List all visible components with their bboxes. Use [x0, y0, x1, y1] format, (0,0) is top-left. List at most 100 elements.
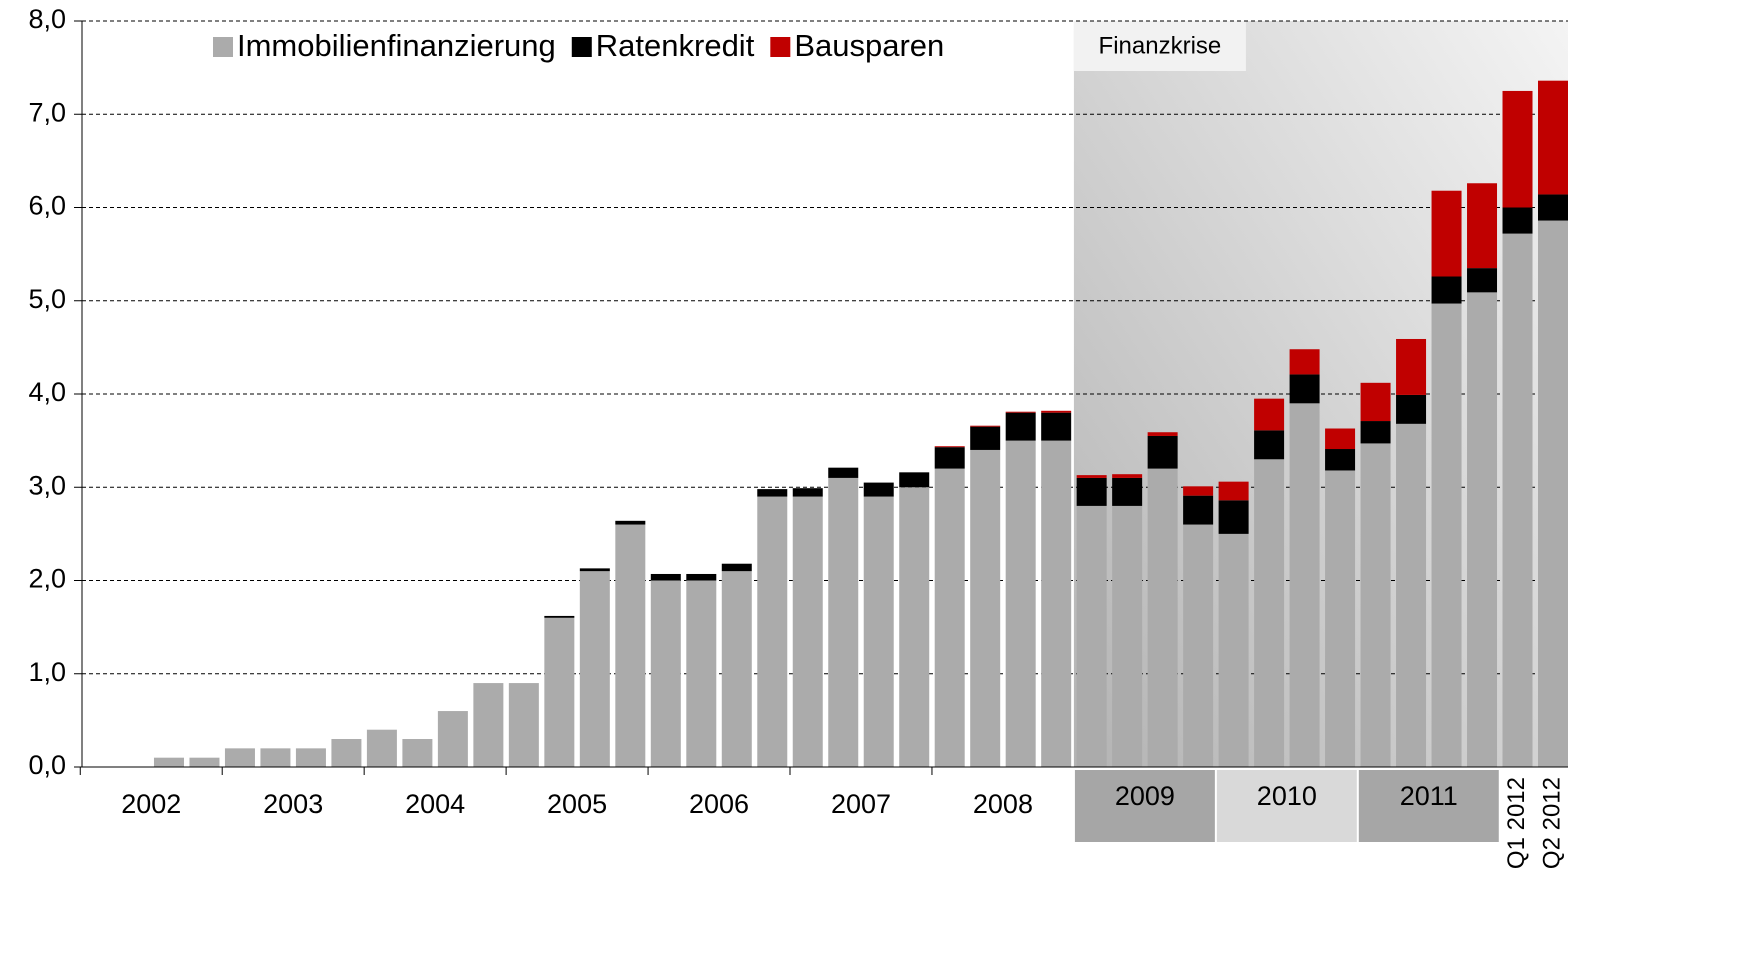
- bar-segment: [1325, 449, 1356, 471]
- bar-segment: [1112, 477, 1143, 506]
- bar-segment: [615, 520, 646, 525]
- bar-segment: [1254, 430, 1285, 460]
- bar-segment: [544, 617, 575, 767]
- bar-segment: [1076, 505, 1107, 767]
- bar-segment: [1289, 403, 1320, 767]
- bar-segment: [686, 573, 717, 581]
- bar-segment: [863, 496, 894, 767]
- x-group-label: 2009: [1115, 781, 1175, 811]
- bar-segment: [1538, 194, 1568, 221]
- bar-segment: [1467, 268, 1498, 293]
- bar-segment: [1041, 410, 1072, 413]
- bar-segment: [1076, 477, 1107, 506]
- y-tick-label: 6,0: [28, 191, 66, 221]
- bar-segment: [1431, 303, 1462, 767]
- bar-segment: [579, 571, 610, 767]
- x-group-box: [1074, 770, 1215, 842]
- bar-segment: [792, 496, 823, 767]
- bar-segment: [1005, 411, 1036, 413]
- annotation-box: [1073, 21, 1246, 71]
- bar-segment: [1254, 398, 1285, 431]
- bar-segment: [1396, 394, 1427, 424]
- bar-segment: [792, 488, 823, 497]
- bar-segment: [934, 447, 965, 469]
- bar-segment: [1218, 481, 1249, 501]
- bar-segment: [366, 729, 397, 767]
- bar-segment: [721, 563, 752, 572]
- bar-segment: [1538, 80, 1568, 195]
- bar-segment: [721, 571, 752, 767]
- bar-segment: [1431, 276, 1462, 304]
- x-group-label: 2004: [405, 789, 465, 819]
- y-tick-label: 8,0: [28, 4, 66, 34]
- bar-segment: [1289, 349, 1320, 375]
- bar-segment: [544, 615, 575, 618]
- x-group-box: [1358, 770, 1499, 842]
- bar-segment: [1041, 440, 1072, 767]
- bar-segment: [1112, 505, 1143, 767]
- legend-label: Immobilienfinanzierung: [237, 28, 556, 63]
- bar-segment: [402, 739, 433, 767]
- bar-segment: [1112, 474, 1143, 478]
- bar-segment: [331, 739, 362, 767]
- bar-segment: [260, 748, 291, 767]
- bar-segment: [1218, 533, 1249, 767]
- bar-segment: [1041, 412, 1072, 441]
- y-tick-label: 4,0: [28, 377, 66, 407]
- x-tick-label: Q1 2012: [1503, 777, 1530, 869]
- bar-segment: [970, 449, 1001, 767]
- bar-segment: [828, 467, 859, 478]
- bar-segment: [1396, 338, 1427, 395]
- bar-segment: [1005, 412, 1036, 441]
- x-tick-label: Q2 2012: [1538, 777, 1565, 869]
- bar-segment: [1218, 500, 1249, 534]
- bar-segment: [828, 477, 859, 767]
- bar-segment: [757, 496, 788, 767]
- bar-segment: [153, 757, 184, 767]
- annotation: Finanzkrise: [1099, 32, 1222, 59]
- bar-segment: [1396, 423, 1427, 767]
- y-tick-label: 7,0: [28, 97, 66, 127]
- y-tick-label: 0,0: [28, 750, 66, 780]
- bar-segment: [1502, 207, 1533, 234]
- bar-segment: [1147, 468, 1178, 767]
- x-group-label: 2007: [831, 789, 891, 819]
- bar-segment: [899, 487, 930, 767]
- bar-segment: [650, 573, 681, 581]
- bar-segment: [1538, 220, 1568, 767]
- bar-segment: [970, 426, 1001, 450]
- x-group-label: 2010: [1257, 781, 1317, 811]
- bar-segment: [1076, 475, 1107, 478]
- x-group-label: 2005: [547, 789, 607, 819]
- x-group-label: 2011: [1400, 781, 1458, 811]
- y-tick-label: 1,0: [28, 657, 66, 687]
- bar-segment: [899, 472, 930, 488]
- legend-swatch: [770, 37, 791, 57]
- legend-label: Ratenkredit: [596, 28, 755, 63]
- bar-segment: [1325, 428, 1356, 450]
- legend-swatch: [571, 37, 592, 57]
- bar-segment: [863, 482, 894, 497]
- bar-segment: [1360, 421, 1391, 444]
- y-tick-label: 2,0: [28, 564, 66, 594]
- bar-segment: [1502, 233, 1533, 768]
- bar-segment: [615, 524, 646, 767]
- bar-segment: [1183, 486, 1214, 496]
- bar-segment: [1467, 292, 1498, 767]
- bar-segment: [1183, 524, 1214, 767]
- x-group-label: 2006: [689, 789, 749, 819]
- bar-segment: [579, 568, 610, 572]
- bar-segment: [1467, 183, 1498, 269]
- y-tick-label: 3,0: [28, 470, 66, 500]
- x-group-box: [1216, 770, 1357, 842]
- bar-segment: [1502, 90, 1533, 208]
- bar-segment: [1183, 495, 1214, 525]
- legend-swatch: [213, 37, 233, 57]
- x-group-label: 2002: [121, 789, 181, 819]
- bar-segment: [1254, 459, 1285, 767]
- legend-label: Bausparen: [794, 28, 944, 63]
- bar-segment: [1360, 382, 1391, 422]
- bar-segment: [650, 580, 681, 767]
- bar-segment: [1289, 374, 1320, 404]
